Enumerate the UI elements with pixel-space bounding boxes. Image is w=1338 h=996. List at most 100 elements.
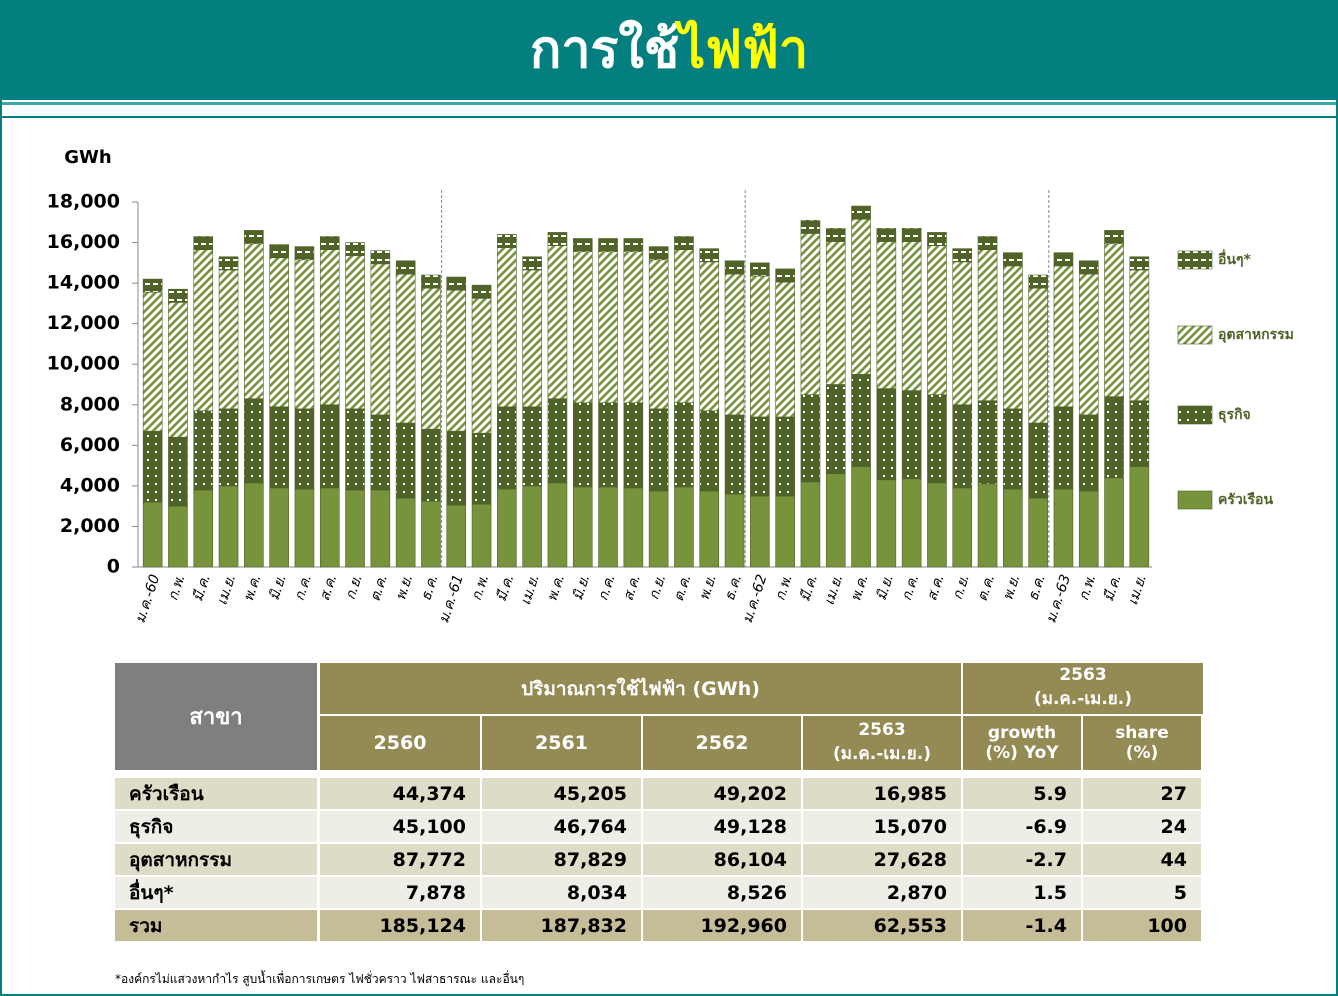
legend-swatch <box>1177 405 1213 425</box>
bar-segment <box>699 261 720 412</box>
table-cell: 49,128 <box>643 811 801 842</box>
x-tick-label: ก.ค. <box>292 573 315 603</box>
bar-segment <box>952 261 973 406</box>
y-tick-label: 6,000 <box>60 434 120 456</box>
bar-segment <box>370 250 391 265</box>
cell-text: ครัวเรือน <box>129 782 204 805</box>
x-tick-label: พ.ย. <box>1000 573 1023 603</box>
cell-text: 2,870 <box>886 881 947 904</box>
bar-segment <box>775 416 795 497</box>
cell-text: 187,832 <box>540 914 627 937</box>
bar-segment <box>876 479 897 568</box>
bar-segment <box>547 482 568 568</box>
bar-segment <box>421 428 441 502</box>
bar-segment <box>901 478 922 568</box>
cell-text: 45,205 <box>553 782 627 805</box>
x-tick-label: เม.ย. <box>822 573 847 608</box>
bar-segment <box>572 402 593 488</box>
x-tick-label: ม.ค.-62 <box>740 572 771 625</box>
bar-segment <box>876 228 897 242</box>
x-tick-label: ธ.ค. <box>1025 573 1049 603</box>
bar-segment <box>269 406 289 489</box>
bar-segment <box>851 466 871 568</box>
table-cell: อื่นๆ* <box>115 877 317 908</box>
cell-text: 8,526 <box>726 881 787 904</box>
legend-swatch <box>1177 490 1213 510</box>
bar-segment <box>168 302 188 438</box>
bar-segment <box>218 485 239 568</box>
bar-segment <box>142 430 163 503</box>
bar-segment <box>598 238 618 252</box>
bar-segment <box>1003 408 1023 490</box>
bar-segment <box>294 488 315 568</box>
bar-segment <box>421 500 441 568</box>
bar-segment <box>218 408 239 487</box>
x-tick-label: ม.ค.-60 <box>132 572 163 625</box>
cell-text: -2.7 <box>1025 848 1067 871</box>
bar-segment <box>168 436 188 507</box>
bar-segment <box>142 501 163 568</box>
bar-segment <box>244 398 264 484</box>
bar-segment <box>952 404 973 489</box>
bar-segment <box>927 482 947 568</box>
bar-segment <box>876 241 897 389</box>
table-cell: ธุรกิจ <box>115 811 317 842</box>
x-tick-label: ส.ค. <box>317 573 341 603</box>
bar-segment <box>825 384 846 475</box>
bar-segment <box>775 495 795 568</box>
table-cell: 27,628 <box>803 844 961 875</box>
bar-segment <box>446 276 467 291</box>
bar-segment <box>623 251 644 404</box>
bar-segment <box>977 483 998 568</box>
cell-text: สาขา <box>189 705 243 730</box>
bar-segment <box>775 281 795 418</box>
bar-segment <box>623 402 644 489</box>
bar-segment <box>750 275 770 418</box>
cell-text: 7,878 <box>405 881 466 904</box>
x-tick-label: เม.ย. <box>214 573 239 608</box>
cell-text: -6.9 <box>1025 815 1067 838</box>
bar-segment <box>598 251 618 404</box>
bar-segment <box>370 414 391 491</box>
header-cell: share (%) <box>1083 716 1201 770</box>
table-cell: อุตสาหกรรม <box>115 844 317 875</box>
cell-text: 62,553 <box>873 914 947 937</box>
bar-segment <box>269 487 289 568</box>
bar-segment <box>648 246 669 261</box>
cell-text: growth <box>987 723 1057 743</box>
cell-text: (%) YoY <box>985 743 1059 763</box>
cell-text: 2561 <box>535 732 588 754</box>
bar-segment <box>168 288 188 303</box>
bar-segment <box>522 269 542 408</box>
bar-segment <box>522 406 542 487</box>
bar-segment <box>825 241 846 385</box>
bar-segment <box>598 402 618 488</box>
bar-segment <box>825 228 846 242</box>
table-cell: 46,764 <box>482 811 641 842</box>
bar-segment <box>547 232 568 246</box>
table-cell: 44,374 <box>320 778 480 809</box>
bar-segment <box>244 482 264 568</box>
cell-text: 87,829 <box>553 848 627 871</box>
bar-segment <box>876 388 897 481</box>
x-tick-label: มิ.ย. <box>266 573 289 603</box>
bar-segment <box>1129 400 1150 467</box>
rule <box>0 116 1338 118</box>
bar-segment <box>901 241 922 391</box>
bar-segment <box>193 410 214 491</box>
bar-segment <box>421 287 441 430</box>
bar-segment <box>497 406 517 490</box>
bar-segment <box>1078 414 1099 492</box>
title-highlight: ไฟฟ้า <box>679 20 809 80</box>
legend-label: ธุรกิจ <box>1218 407 1251 423</box>
bar-segment <box>699 410 720 492</box>
y-tick-label: 18,000 <box>47 191 120 213</box>
bar-segment <box>825 473 846 568</box>
bar-segment <box>1104 243 1124 397</box>
x-tick-label: ก.พ. <box>772 573 795 603</box>
cell-text: share <box>1115 723 1169 743</box>
bar-segment <box>294 246 315 261</box>
bar-segment <box>269 244 289 259</box>
bar-segment <box>345 408 365 491</box>
table-cell: 15,070 <box>803 811 961 842</box>
